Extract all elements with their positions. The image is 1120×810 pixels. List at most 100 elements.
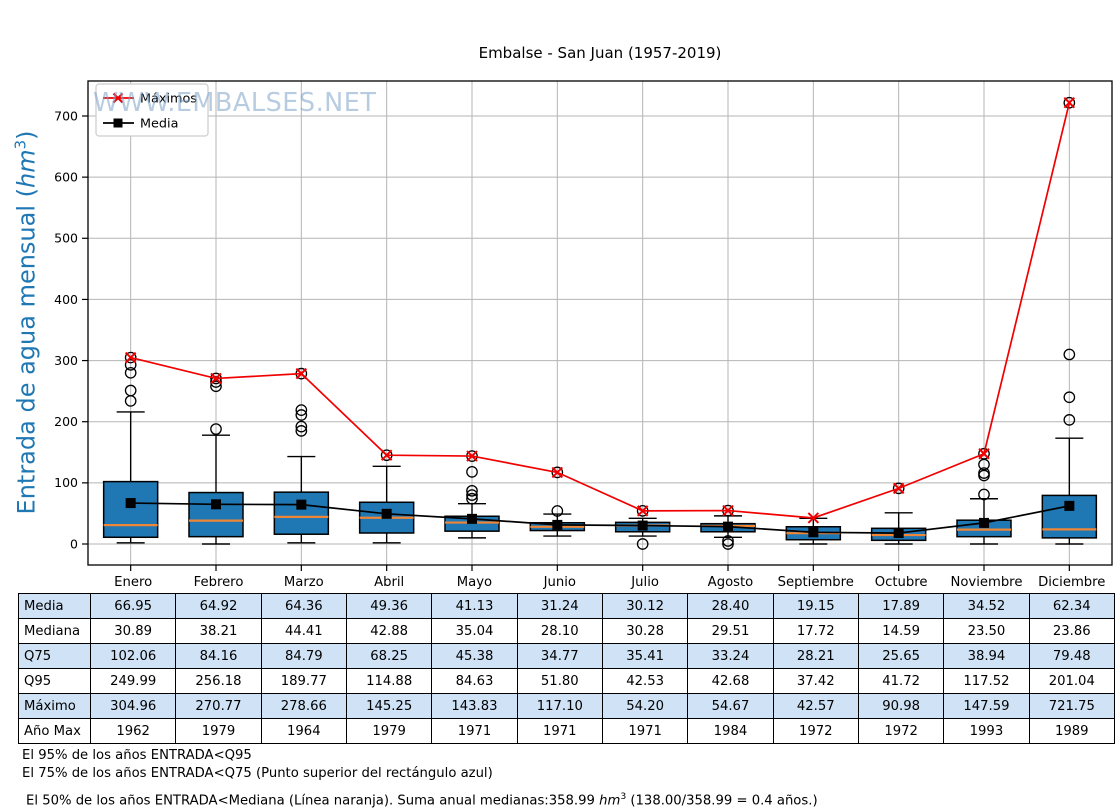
- table-cell: 14.59: [857, 618, 945, 644]
- table-cell: 37.42: [772, 668, 859, 694]
- chart-title: Embalse - San Juan (1957-2019): [478, 44, 722, 62]
- maximos-marker: [636, 505, 649, 517]
- maximos-marker: [466, 450, 478, 462]
- table-cell: 249.99: [89, 668, 177, 694]
- table-cell: 68.25: [345, 643, 433, 669]
- y-axis-label: Entrada de agua mensual (hm3): [11, 130, 41, 515]
- table-cell: 1971: [601, 718, 689, 744]
- outlier-marker: [722, 535, 734, 547]
- footnote-q75: El 75% de los años ENTRADA<Q75 (Punto su…: [22, 766, 493, 781]
- table-cell: 189.77: [260, 668, 347, 694]
- outlier-marker: [124, 366, 137, 379]
- outlier-marker: [978, 488, 990, 501]
- media-marker: [467, 513, 477, 524]
- media-marker: [381, 508, 392, 519]
- table-cell: 64.92: [175, 593, 262, 619]
- table-cell: 35.04: [431, 618, 518, 644]
- outlier-marker: [1063, 96, 1076, 109]
- table-cell: 1993: [943, 718, 1030, 744]
- y-tick-label: 600: [54, 170, 78, 185]
- column-header: Mayo: [431, 571, 518, 594]
- table-cell: 102.06: [89, 643, 177, 669]
- legend-label: Media: [140, 116, 178, 131]
- outlier-marker: [466, 489, 478, 501]
- column-header: Noviembre: [943, 571, 1030, 594]
- table-corner-cell: [18, 571, 91, 594]
- table-cell: 143.83: [431, 693, 518, 719]
- footnotes: El 95% de los años ENTRADA<Q95 El 75% de…: [22, 747, 818, 810]
- media-marker: [979, 517, 989, 528]
- table-cell: 1979: [345, 718, 433, 744]
- media-marker: [125, 498, 136, 509]
- table-cell: 33.24: [687, 643, 774, 669]
- table-cell: 54.20: [601, 693, 689, 719]
- media-marker: [637, 520, 648, 531]
- table-cell: 38.94: [943, 643, 1030, 669]
- table-cell: 19.15: [772, 593, 859, 619]
- y-tick-label: 500: [54, 231, 78, 246]
- table-cell: 41.13: [431, 593, 518, 619]
- table-cell: 31.24: [516, 593, 603, 619]
- maximos-marker: [892, 482, 905, 495]
- table-cell: 38.21: [175, 618, 262, 644]
- row-label: Año Max: [18, 718, 91, 744]
- row-label: Máximo: [18, 693, 91, 719]
- table-row: Mediana 30.89 38.21 44.41 42.88 35.04 28.10 30.…: [18, 618, 1115, 644]
- maximos-line: [130, 102, 1071, 519]
- outlier-marker: [551, 466, 564, 479]
- table-cell: 23.86: [1028, 618, 1115, 644]
- column-header: Julio: [602, 571, 688, 594]
- statistics-table-container: Enero Febrero Marzo Abril Mayo Junio Julio Agos…: [18, 571, 1115, 744]
- column-header: Diciembre: [1029, 571, 1115, 594]
- table-cell: 44.41: [260, 618, 347, 644]
- maximos-marker: [124, 351, 137, 364]
- table-cell: 45.38: [431, 643, 518, 669]
- table-cell: 66.95: [89, 593, 177, 619]
- boxplot-chart: 0 100 200 300 400 500 600 700 Máximos MediaWWW.EM…: [54, 80, 1113, 571]
- outlier-marker: [1063, 348, 1076, 361]
- row-label: Q95: [18, 668, 91, 694]
- plot-frame: [87, 80, 1113, 566]
- table-cell: 28.10: [516, 618, 603, 644]
- table-cell: 84.16: [175, 643, 262, 669]
- outlier-marker: [210, 376, 222, 388]
- table-row: Máximo 304.96 270.77 278.66 145.25 143.83 117.…: [18, 693, 1115, 719]
- table-cell: 84.79: [260, 643, 347, 669]
- column-header: Octubre: [858, 571, 944, 594]
- outlier-marker: [210, 423, 222, 435]
- statistics-table: Enero Febrero Marzo Abril Mayo Junio Julio Agos…: [18, 571, 1115, 744]
- row-label: Q75: [18, 643, 91, 669]
- maximos-marker: [978, 448, 990, 460]
- table-header-row: Enero Febrero Marzo Abril Mayo Junio Julio Agos…: [18, 571, 1115, 594]
- column-header: Marzo: [261, 571, 347, 594]
- row-label: Media: [18, 593, 91, 619]
- column-header: Febrero: [175, 571, 262, 594]
- table-row: Media 66.95 64.92 64.36 49.36 41.13 31.24 30.12…: [18, 593, 1115, 619]
- y-axis-label-text: Entrada de agua mensual (: [12, 187, 41, 515]
- table-cell: 34.77: [516, 643, 603, 669]
- table-cell: 84.63: [431, 668, 518, 694]
- table-cell: 51.80: [516, 668, 603, 694]
- table-cell: 256.18: [175, 668, 262, 694]
- outlier-marker: [722, 538, 734, 550]
- table-cell: 304.96: [89, 693, 177, 719]
- table-cell: 34.52: [943, 593, 1030, 619]
- outlier-marker: [892, 482, 905, 495]
- table-cell: 54.67: [687, 693, 774, 719]
- y-tick-label: 700: [54, 108, 78, 123]
- media-marker: [808, 527, 819, 538]
- table-cell: 147.59: [943, 693, 1030, 719]
- y-axis-unit: hm: [12, 149, 41, 188]
- table-cell: 117.52: [943, 668, 1030, 694]
- maximos-marker: [380, 449, 393, 461]
- table-cell: 41.72: [857, 668, 945, 694]
- table-cell: 42.68: [687, 668, 774, 694]
- table-cell: 1962: [89, 718, 177, 744]
- column-header: Junio: [517, 571, 603, 594]
- maximos-marker: [210, 372, 222, 385]
- outlier-marker: [295, 420, 308, 433]
- table-cell: 79.48: [1028, 643, 1115, 669]
- table-cell: 1971: [516, 718, 603, 744]
- table-row: Q95 249.99 256.18 189.77 114.88 84.63 51.80 42.…: [18, 668, 1115, 694]
- footnote-q95: El 95% de los años ENTRADA<Q95: [22, 748, 252, 763]
